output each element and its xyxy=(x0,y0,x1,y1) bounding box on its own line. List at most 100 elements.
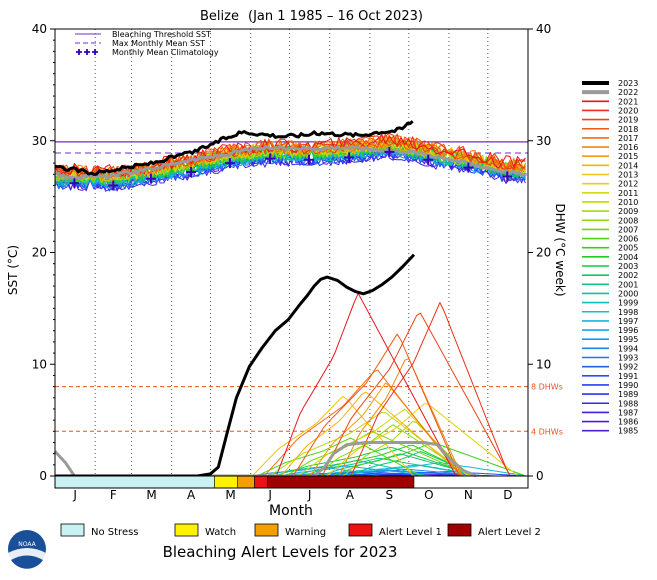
year-legend-label: 2021 xyxy=(618,97,638,106)
year-legend-label: 2015 xyxy=(618,152,638,161)
year-legend-label: 1987 xyxy=(618,408,638,417)
footer-title: Bleaching Alert Levels for 2023 xyxy=(163,543,398,561)
legend-label: Max Monthly Mean SST xyxy=(112,39,205,48)
noaa-logo-text: NOAA xyxy=(18,541,36,548)
y-tick-label-left: 20 xyxy=(32,246,47,260)
year-legend-label: 2007 xyxy=(618,225,638,234)
year-legend-label: 2001 xyxy=(618,280,638,289)
y-tick-label-left: 40 xyxy=(32,22,47,36)
alert-segment xyxy=(54,475,215,489)
year-legend-label: 2008 xyxy=(618,216,638,225)
year-legend-label: 2022 xyxy=(618,88,638,97)
alert-segment xyxy=(214,475,239,489)
month-label: J xyxy=(267,488,272,502)
alert-segment xyxy=(254,475,268,489)
climatology-marker xyxy=(108,180,119,191)
y-tick-label-left: 30 xyxy=(32,134,47,148)
legend-plus-marker xyxy=(84,49,90,55)
y-axis-label-right: DHW (°C week) xyxy=(553,203,567,296)
alert-legend-label: No Stress xyxy=(91,527,139,538)
climatology-marker xyxy=(145,173,156,184)
year-legend-label: 2002 xyxy=(618,271,638,280)
climatology-marker xyxy=(303,154,314,165)
month-label: O xyxy=(424,488,433,502)
noaa-logo: NOAA xyxy=(8,530,46,574)
climatology-marker xyxy=(423,154,434,165)
alert-bar-frame xyxy=(54,475,529,489)
climatology-marker xyxy=(265,153,276,164)
dhw-line-2023 xyxy=(55,253,416,478)
chart-title: Belize xyxy=(200,9,239,24)
legend-plus-marker xyxy=(76,49,82,55)
year-legend-label: 2013 xyxy=(618,171,638,180)
year-legend-label: 2020 xyxy=(618,106,638,115)
year-legend-label: 2003 xyxy=(618,262,638,271)
year-legend-label: 1993 xyxy=(618,354,638,363)
y-tick-label-right: 40 xyxy=(536,22,551,36)
legend-plus-marker xyxy=(92,49,98,55)
sst-line-2023 xyxy=(54,120,414,176)
y-tick-label-right: 30 xyxy=(536,134,551,148)
year-legend-label: 2012 xyxy=(618,180,638,189)
year-legend-label: 2023 xyxy=(618,79,638,88)
climatology-marker xyxy=(384,146,395,157)
sst-line-2022 xyxy=(55,144,527,180)
dhw-line-2018 xyxy=(55,333,526,477)
year-legend-label: 2019 xyxy=(618,116,638,125)
year-legend-label: 1986 xyxy=(618,418,638,427)
dhw-line-2021 xyxy=(55,292,526,477)
alert-legend-label: Alert Level 1 xyxy=(379,527,442,538)
year-legend-label: 1990 xyxy=(618,381,638,390)
year-legend-label: 1995 xyxy=(618,335,638,344)
month-label: S xyxy=(386,488,394,502)
month-label: M xyxy=(225,488,235,502)
y-tick-label-right: 10 xyxy=(536,357,551,371)
x-axis-label: Month xyxy=(269,503,313,519)
year-legend-label: 2018 xyxy=(618,125,638,134)
climatology-marker xyxy=(186,167,197,178)
y-tick-label-left: 0 xyxy=(39,469,47,483)
alert-legend-swatch xyxy=(447,523,472,537)
year-legend-label: 1985 xyxy=(618,427,638,436)
dhw-level-label: 8 DHWs xyxy=(531,383,563,392)
climatology-marker xyxy=(69,178,80,189)
alert-segment xyxy=(267,475,415,489)
year-legend-label: 2006 xyxy=(618,235,638,244)
year-legend-label: 1988 xyxy=(618,399,638,408)
month-label: J xyxy=(72,488,77,502)
y-tick-label-right: 0 xyxy=(536,469,544,483)
alert-legend-label: Alert Level 2 xyxy=(478,527,541,538)
year-legend-label: 2005 xyxy=(618,244,638,253)
alert-legend-swatch xyxy=(348,523,373,537)
year-legend-label: 2000 xyxy=(618,289,638,298)
year-legend-label: 1999 xyxy=(618,299,638,308)
alert-legend-swatch xyxy=(60,523,85,537)
plot-frame xyxy=(54,28,529,477)
climatology-marker xyxy=(344,152,355,163)
year-legend-label: 2014 xyxy=(618,161,638,170)
alert-legend-swatch xyxy=(254,523,279,537)
month-label: F xyxy=(110,488,117,502)
year-legend-label: 2010 xyxy=(618,198,638,207)
y-tick-label-right: 20 xyxy=(536,246,551,260)
year-legend-label: 2004 xyxy=(618,253,638,262)
climatology-marker xyxy=(224,158,235,169)
legend-label: Monthly Mean Climatology xyxy=(112,48,219,57)
year-legend-label: 2017 xyxy=(618,134,638,143)
year-legend-label: 2011 xyxy=(618,189,638,198)
month-label: N xyxy=(464,488,473,502)
alert-segment xyxy=(237,475,255,489)
month-label: A xyxy=(187,488,196,502)
year-legend-label: 1989 xyxy=(618,390,638,399)
alert-legend-label: Watch xyxy=(205,527,236,538)
dhw-level-label: 4 DHWs xyxy=(531,427,563,436)
year-legend-label: 1991 xyxy=(618,372,638,381)
year-legend-label: 1994 xyxy=(618,344,638,353)
chart-date-range: (Jan 1 1985 – 16 Oct 2023) xyxy=(248,9,423,24)
climatology-marker xyxy=(463,162,474,173)
climatology-marker xyxy=(502,171,513,182)
year-legend-label: 2009 xyxy=(618,207,638,216)
alert-legend-swatch xyxy=(174,523,199,537)
month-label: M xyxy=(146,488,156,502)
